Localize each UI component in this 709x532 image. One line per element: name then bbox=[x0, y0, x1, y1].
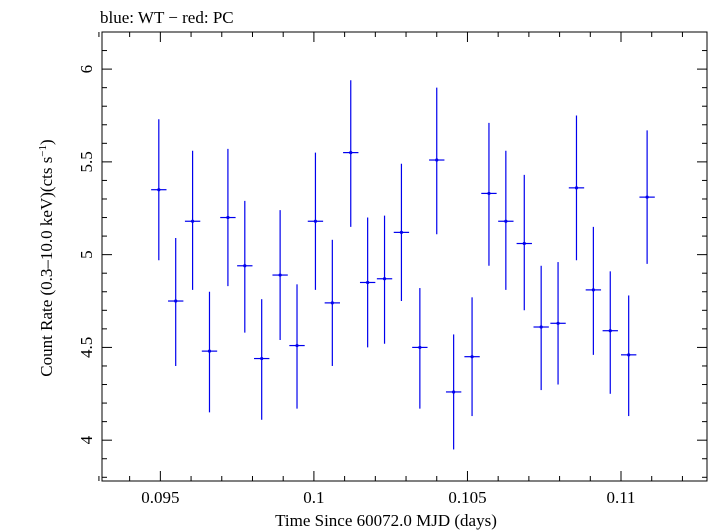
x-tick-label: 0.095 bbox=[141, 488, 179, 507]
y-tick-label: 4 bbox=[77, 435, 96, 444]
point-marker bbox=[435, 158, 439, 162]
data-point bbox=[168, 237, 184, 366]
point-marker bbox=[313, 219, 318, 223]
data-point bbox=[393, 163, 410, 302]
x-axis: 0.095 0.1 0.105 0.11 bbox=[98, 32, 683, 507]
point-marker bbox=[226, 215, 230, 220]
data-point bbox=[343, 80, 359, 227]
x-tick-label: 0.11 bbox=[606, 488, 635, 507]
data-point bbox=[184, 150, 201, 290]
y-tick-label: 5.5 bbox=[77, 151, 96, 172]
point-marker bbox=[556, 321, 560, 325]
data-point bbox=[429, 87, 445, 235]
y-axis-label-sup: −1 bbox=[37, 145, 49, 157]
data-point bbox=[289, 284, 305, 409]
point-marker bbox=[418, 345, 422, 350]
data-point bbox=[602, 271, 618, 394]
y-axis-label: Count Rate (0.3–10.0 keV)(cts s−1) bbox=[37, 139, 56, 376]
point-marker bbox=[349, 150, 353, 155]
point-marker bbox=[627, 353, 631, 357]
y-axis-label-close: ) bbox=[37, 139, 56, 145]
point-marker bbox=[522, 241, 526, 246]
point-marker bbox=[382, 277, 387, 281]
y-axis: 4 4.5 5 5.5 6 bbox=[77, 31, 707, 478]
x-axis-label: Time Since 60072.0 MJD (days) bbox=[275, 511, 497, 530]
data-point bbox=[464, 297, 480, 417]
plot-frame bbox=[101, 31, 708, 482]
point-marker bbox=[157, 188, 161, 192]
point-marker bbox=[591, 288, 595, 292]
point-marker bbox=[608, 329, 612, 333]
point-marker bbox=[366, 280, 370, 285]
data-point bbox=[621, 295, 637, 417]
point-marker bbox=[330, 301, 334, 305]
x-tick-label: 0.105 bbox=[448, 488, 486, 507]
point-marker bbox=[190, 219, 195, 223]
y-tick-label: 5 bbox=[77, 250, 96, 259]
y-axis-label-main: Count Rate (0.3–10.0 keV)(cts s bbox=[37, 157, 56, 377]
data-point bbox=[201, 291, 218, 413]
point-marker bbox=[470, 355, 474, 359]
point-marker bbox=[539, 325, 543, 329]
data-point bbox=[639, 130, 655, 264]
chart-title: blue: WT − red: PC bbox=[100, 8, 234, 27]
point-marker bbox=[574, 186, 579, 190]
data-point bbox=[481, 122, 497, 266]
data-point bbox=[516, 174, 532, 311]
y-tick-label: 6 bbox=[77, 65, 96, 74]
point-marker bbox=[452, 390, 456, 394]
point-marker bbox=[278, 273, 282, 277]
point-marker bbox=[260, 356, 264, 361]
point-marker bbox=[645, 195, 649, 199]
point-marker bbox=[487, 191, 491, 196]
data-point bbox=[498, 150, 514, 290]
data-point bbox=[254, 299, 270, 420]
data-point bbox=[359, 217, 376, 348]
data-point bbox=[568, 115, 585, 261]
data-point bbox=[307, 152, 324, 290]
data-point bbox=[412, 288, 428, 409]
data-point bbox=[533, 265, 549, 391]
data-point bbox=[445, 334, 462, 450]
data-point bbox=[585, 226, 602, 355]
point-marker bbox=[295, 343, 299, 348]
y-tick-label: 4.5 bbox=[77, 337, 96, 358]
data-point bbox=[151, 119, 167, 261]
x-tick-label: 0.1 bbox=[303, 488, 324, 507]
point-marker bbox=[504, 219, 508, 223]
point-marker bbox=[399, 230, 404, 234]
data-point bbox=[237, 200, 253, 333]
data-point bbox=[220, 148, 236, 287]
point-marker bbox=[207, 349, 212, 353]
data-point bbox=[376, 215, 393, 344]
data-point bbox=[272, 210, 288, 340]
data-point bbox=[324, 239, 341, 366]
data-point bbox=[550, 262, 566, 385]
point-marker bbox=[243, 264, 247, 268]
data-points bbox=[151, 80, 655, 450]
point-marker bbox=[174, 299, 178, 303]
